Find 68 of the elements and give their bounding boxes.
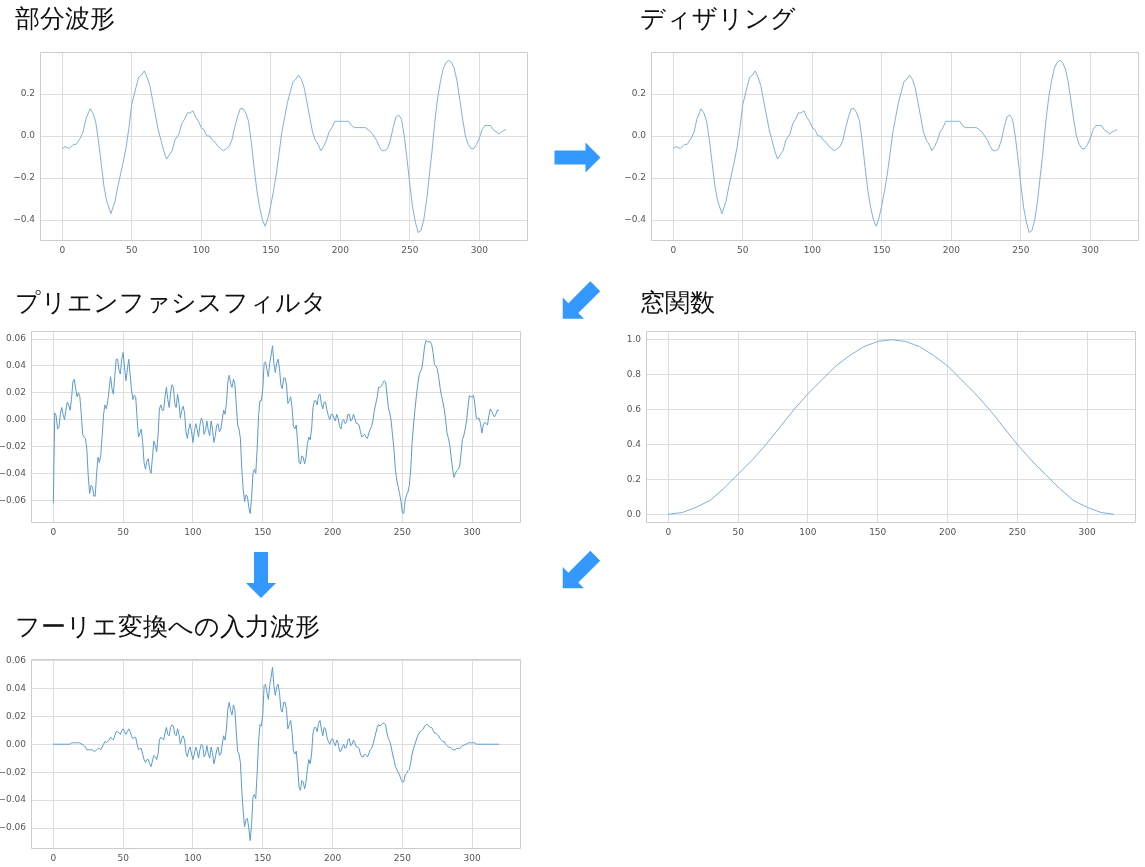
x-tick-label: 200 xyxy=(323,526,342,537)
y-tick-label: −0.06 xyxy=(0,494,27,505)
y-tick-label: 1.0 xyxy=(626,334,642,345)
x-tick-label: 0 xyxy=(59,244,66,255)
x-tick-label: 300 xyxy=(1078,526,1096,537)
x-tick-label: 300 xyxy=(463,852,481,863)
chart-title: プリエンファシスフィルタ xyxy=(15,288,327,317)
y-tick-label: 0.04 xyxy=(5,682,27,693)
x-tick-label: 300 xyxy=(1081,244,1100,255)
y-tick-label: 0.02 xyxy=(5,387,26,398)
y-tick-label: −0.04 xyxy=(0,467,27,478)
y-tick-label: 0.0 xyxy=(631,130,647,141)
y-tick-label: −0.02 xyxy=(0,766,26,777)
x-tick-label: 250 xyxy=(1012,244,1030,255)
x-tick-label: 300 xyxy=(470,244,489,255)
x-tick-label: 0 xyxy=(665,526,672,537)
x-tick-label: 200 xyxy=(331,244,350,255)
x-tick-label: 200 xyxy=(938,526,957,537)
x-tick-label: 150 xyxy=(873,244,891,255)
x-tick-label: 250 xyxy=(393,526,412,537)
y-tick-label: 0.6 xyxy=(626,403,642,414)
y-tick-label: −0.04 xyxy=(0,794,27,805)
x-tick-label: 100 xyxy=(799,526,817,537)
chart-title: フーリエ変換への入力波形 xyxy=(15,612,320,641)
x-tick-label: 0 xyxy=(50,526,57,537)
y-tick-label: 0.0 xyxy=(626,508,642,519)
x-tick-label: 200 xyxy=(323,852,342,863)
x-tick-label: 50 xyxy=(737,244,749,255)
x-tick-label: 250 xyxy=(393,852,412,863)
x-tick-label: 300 xyxy=(463,526,481,537)
x-tick-label: 200 xyxy=(942,244,961,255)
y-tick-label: 0.8 xyxy=(626,368,642,379)
y-tick-label: 0.2 xyxy=(631,88,646,99)
y-tick-label: −0.06 xyxy=(0,822,27,833)
y-tick-label: −0.2 xyxy=(624,172,646,183)
x-tick-label: 100 xyxy=(803,244,822,255)
y-tick-label: 0.06 xyxy=(5,333,27,344)
y-tick-label: −0.4 xyxy=(624,214,647,225)
chart-title: 窓関数 xyxy=(640,288,715,317)
x-tick-label: 50 xyxy=(732,526,745,537)
x-tick-label: 100 xyxy=(192,244,211,255)
chart-title: 部分波形 xyxy=(15,4,115,33)
x-tick-label: 0 xyxy=(50,852,57,863)
x-tick-label: 150 xyxy=(869,526,887,537)
x-tick-label: 150 xyxy=(254,526,272,537)
y-tick-label: 0.0 xyxy=(20,130,36,141)
x-tick-label: 50 xyxy=(117,852,130,863)
x-tick-label: 250 xyxy=(1008,526,1027,537)
y-tick-label: −0.2 xyxy=(13,172,35,183)
x-tick-label: 150 xyxy=(254,852,272,863)
x-tick-label: 100 xyxy=(184,526,202,537)
y-tick-label: −0.4 xyxy=(13,214,36,225)
x-tick-label: 150 xyxy=(262,244,280,255)
x-tick-label: 50 xyxy=(126,244,138,255)
y-tick-label: 0.06 xyxy=(5,654,27,665)
y-tick-label: 0.2 xyxy=(626,473,641,484)
chart-title: ディザリング xyxy=(640,4,796,33)
y-tick-label: 0.04 xyxy=(5,360,27,371)
y-tick-label: −0.02 xyxy=(0,440,26,451)
y-tick-label: 0.00 xyxy=(5,738,27,749)
x-tick-label: 0 xyxy=(670,244,677,255)
x-tick-label: 100 xyxy=(184,852,202,863)
y-tick-label: 0.4 xyxy=(626,438,642,449)
x-tick-label: 250 xyxy=(401,244,419,255)
y-tick-label: 0.00 xyxy=(5,413,27,424)
x-tick-label: 50 xyxy=(117,526,130,537)
y-tick-label: 0.2 xyxy=(20,88,35,99)
y-tick-label: 0.02 xyxy=(5,710,26,721)
